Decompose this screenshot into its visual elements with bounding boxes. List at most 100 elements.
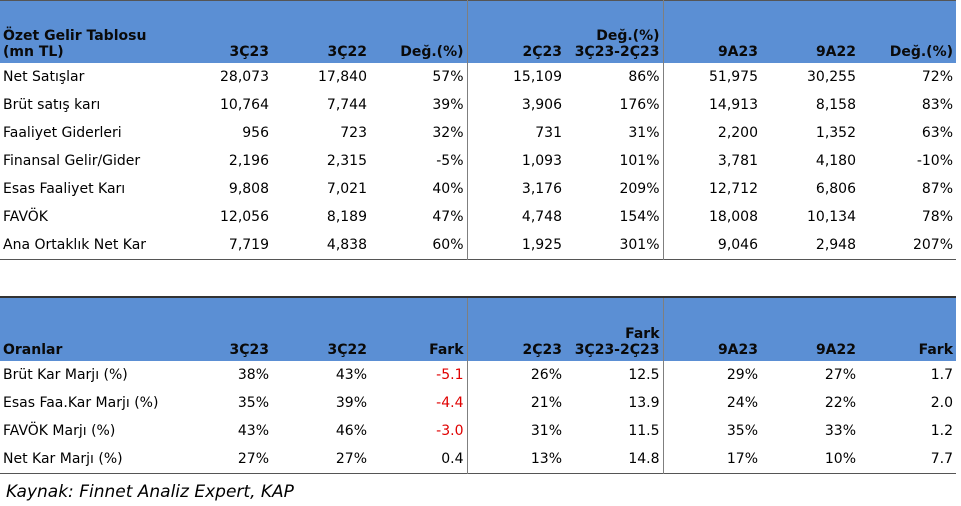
- table-row: Net Kar Marjı (%) 27% 27% 0.4 13% 14.8 17% 10% 7…: [0, 445, 956, 474]
- income-header-row: Özet Gelir Tablosu (mn TL) 3Ç23 3Ç22 Değ…: [0, 0, 956, 63]
- ratios-header-row: Oranlar 3Ç23 3Ç22 Fark 2Ç23 Fark 3Ç23-2Ç…: [0, 297, 956, 361]
- ratios-col-header-3q22: 3Ç22: [272, 297, 370, 361]
- table-cell: 2,948: [815, 236, 856, 253]
- table-cell: 12.5: [628, 367, 660, 383]
- table-cell: 7,744: [326, 96, 367, 113]
- table-cell: 10,764: [220, 96, 269, 113]
- table-cell: 4,748: [466, 202, 565, 231]
- row-label: Faaliyet Giderleri: [3, 124, 122, 141]
- table-cell: 15,109: [466, 62, 565, 91]
- table-cell: 3,176: [466, 174, 565, 203]
- table-cell: 1.2: [930, 423, 953, 439]
- table-cell: 2,196: [228, 152, 269, 169]
- table-cell: 723: [340, 124, 367, 141]
- table-cell: 4,838: [326, 236, 367, 253]
- table-cell: 47%: [432, 208, 464, 225]
- row-label: Ana Ortaklık Net Kar: [3, 236, 147, 253]
- ratios-col-header-diff-9m: Fark: [859, 297, 956, 361]
- table-cell: 30,255: [807, 68, 856, 85]
- table-cell: 83%: [921, 96, 953, 113]
- table-cell: 14.8: [628, 451, 660, 467]
- row-label: Brüt Kar Marjı (%): [3, 367, 128, 383]
- table-cell: 8,189: [326, 208, 367, 225]
- table-cell: -5.1: [436, 367, 464, 383]
- table-cell: 43%: [237, 423, 269, 439]
- table-cell: 39%: [335, 395, 367, 411]
- col-header-2q23: 2Ç23: [466, 0, 565, 63]
- income-statement-table: Özet Gelir Tablosu (mn TL) 3Ç23 3Ç22 Değ…: [0, 0, 956, 260]
- table-cell: 14,913: [662, 90, 761, 119]
- table-cell: 7.7: [930, 451, 953, 467]
- table-cell: -4.4: [436, 395, 464, 411]
- table-cell: 10%: [824, 451, 856, 467]
- table-cell: 2.0: [930, 395, 953, 411]
- table-cell: 17%: [662, 445, 761, 474]
- table-cell: 31%: [466, 417, 565, 445]
- table-cell: 24%: [662, 389, 761, 417]
- table-cell: 8,158: [815, 96, 856, 113]
- ratios-col-header-diff-qoq: Fark 3Ç23-2Ç23: [565, 297, 663, 361]
- col-header-change-qoq: Değ.(%) 3Ç23-2Ç23: [565, 0, 663, 63]
- table-row: Ana Ortaklık Net Kar 7,719 4,838 60% 1,925 30…: [0, 230, 956, 259]
- table-cell: 301%: [619, 236, 660, 253]
- table-cell: 31%: [628, 124, 660, 141]
- table-cell: 18,008: [662, 202, 761, 231]
- table-cell: 17,840: [318, 68, 367, 85]
- table-cell: 2,315: [326, 152, 367, 169]
- table-cell: 35%: [662, 417, 761, 445]
- table-cell: 78%: [921, 208, 953, 225]
- table-cell: 40%: [432, 180, 464, 197]
- table-row: Brüt satış karı 10,764 7,744 39% 3,906 176% 14…: [0, 90, 956, 119]
- table-cell: 27%: [237, 451, 269, 467]
- table-cell: 4,180: [815, 152, 856, 169]
- table-cell: 26%: [466, 361, 565, 389]
- table-cell: 2,200: [662, 118, 761, 147]
- table-row: Finansal Gelir/Gider 2,196 2,315 -5% 1,093 10…: [0, 146, 956, 175]
- ratios-col-header-diff-qoq-line1: Fark: [625, 326, 660, 342]
- ratios-col-header-9m22: 9A22: [761, 297, 859, 361]
- table-cell: 12,056: [220, 208, 269, 225]
- table-cell: 3,906: [466, 90, 565, 119]
- table-cell: 0.4: [441, 451, 464, 467]
- table-cell: 154%: [619, 208, 660, 225]
- table-cell: 1,093: [466, 146, 565, 175]
- table-cell: 27%: [824, 367, 856, 383]
- table-row: Net Satışlar 28,073 17,840 57% 15,109 86% 51,9…: [0, 62, 956, 91]
- table-row: Brüt Kar Marjı (%) 38% 43% -5.1 26% 12.5 29% 27…: [0, 361, 956, 389]
- table-cell: 28,073: [220, 68, 269, 85]
- row-label: Brüt satış karı: [3, 96, 101, 113]
- income-title-line2: (mn TL): [3, 43, 64, 60]
- table-cell: -10%: [916, 152, 953, 169]
- table-cell: 1.7: [930, 367, 953, 383]
- table-cell: 27%: [335, 451, 367, 467]
- table-cell: 35%: [237, 395, 269, 411]
- ratios-table-title: Oranlar: [0, 297, 175, 361]
- table-cell: -5%: [436, 152, 464, 169]
- table-cell: 1,352: [815, 124, 856, 141]
- table-cell: 63%: [921, 124, 953, 141]
- ratios-col-header-9m23: 9A23: [662, 297, 761, 361]
- col-header-change-yoy: Değ.(%): [370, 0, 467, 63]
- col-header-change-qoq-line1: Değ.(%): [596, 27, 660, 44]
- table-cell: 7,021: [326, 180, 367, 197]
- table-cell: 9,808: [228, 180, 269, 197]
- table-cell: 60%: [432, 236, 464, 253]
- table-cell: 57%: [432, 68, 464, 85]
- ratios-col-header-diff-qoq-line2: 3Ç23-2Ç23: [574, 342, 660, 358]
- table-cell: 3,781: [662, 146, 761, 175]
- col-header-change-9m: Değ.(%): [859, 0, 956, 63]
- table-cell: 10,134: [807, 208, 856, 225]
- table-row: Esas Faaliyet Karı 9,808 7,021 40% 3,176 209%…: [0, 174, 956, 203]
- table-cell: 1,925: [466, 230, 565, 259]
- table-cell: 207%: [912, 236, 953, 253]
- row-label: Net Satışlar: [3, 68, 85, 85]
- table-cell: 51,975: [662, 62, 761, 91]
- row-label: Net Kar Marjı (%): [3, 451, 123, 467]
- row-label: FAVÖK: [3, 208, 48, 225]
- table-cell: 32%: [432, 124, 464, 141]
- table-cell: 33%: [824, 423, 856, 439]
- table-cell: 43%: [335, 367, 367, 383]
- table-cell: 176%: [619, 96, 660, 113]
- col-header-3q22: 3Ç22: [272, 0, 370, 63]
- table-cell: 87%: [921, 180, 953, 197]
